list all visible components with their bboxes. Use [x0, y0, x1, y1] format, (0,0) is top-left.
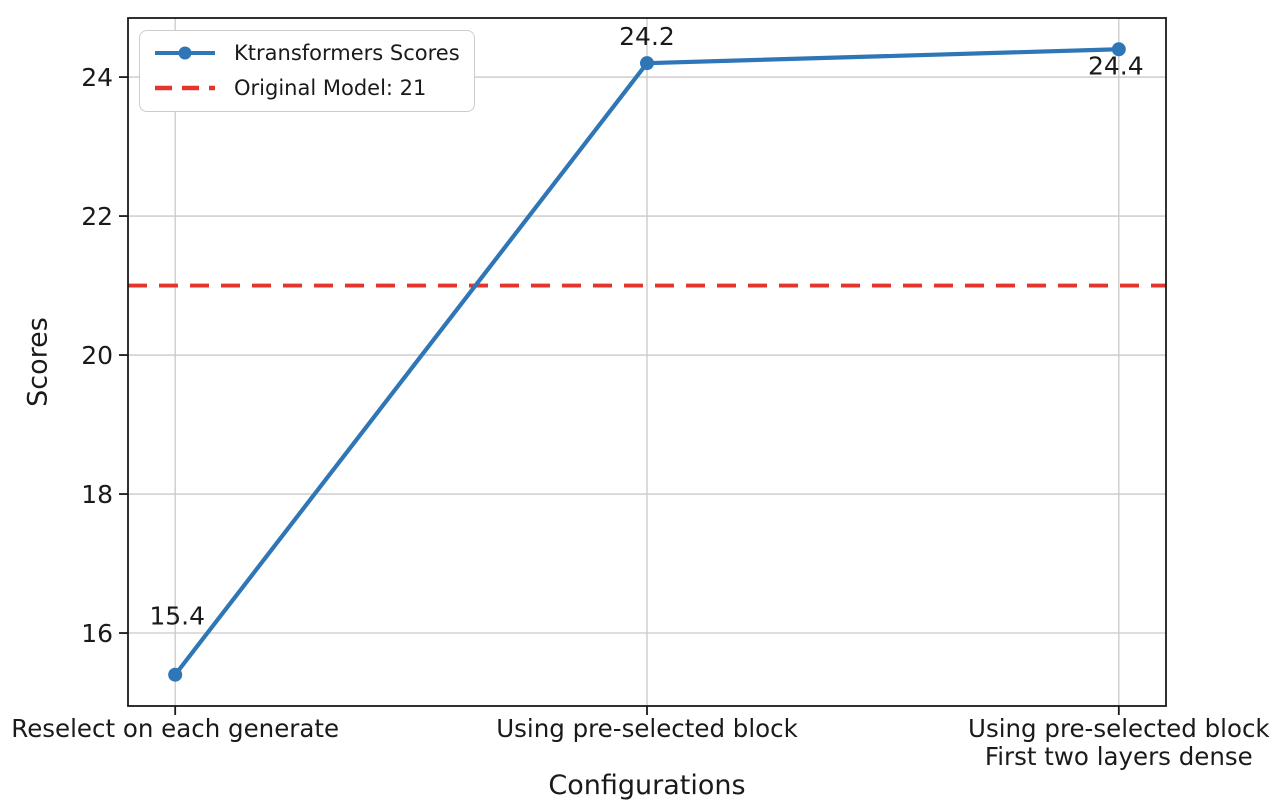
legend-item-series: Ktransformers Scores — [152, 35, 460, 70]
data-point-marker — [1111, 42, 1126, 57]
y-tick-label: 24 — [81, 63, 113, 92]
legend-dashed-line-icon — [155, 85, 215, 90]
data-point-marker — [640, 56, 654, 71]
data-point-marker — [168, 667, 183, 682]
data-label: 15.4 — [149, 602, 205, 631]
y-axis-title: Scores — [22, 317, 54, 407]
y-tick-label: 20 — [81, 341, 113, 370]
y-tick-label: 22 — [81, 202, 113, 231]
y-tick-label: 16 — [81, 619, 113, 648]
legend-line-marker-icon — [155, 46, 215, 59]
x-tick-label: Using pre-selected block — [968, 714, 1270, 743]
legend-label-series: Ktransformers Scores — [234, 40, 460, 65]
x-tick-label: Using pre-selected block — [496, 714, 798, 743]
x-axis-title: Configurations — [548, 770, 746, 801]
data-label: 24.4 — [1088, 51, 1144, 80]
x-tick-label: First two layers dense — [985, 742, 1253, 771]
x-tick-label: Reselect on each generate — [11, 714, 339, 743]
y-tick-label: 18 — [81, 480, 113, 509]
legend-item-refline: Original Model: 21 — [152, 70, 460, 105]
legend: Ktransformers Scores Original Model: 21 — [139, 30, 475, 112]
legend-label-refline: Original Model: 21 — [234, 75, 427, 100]
data-label: 24.2 — [619, 22, 675, 51]
